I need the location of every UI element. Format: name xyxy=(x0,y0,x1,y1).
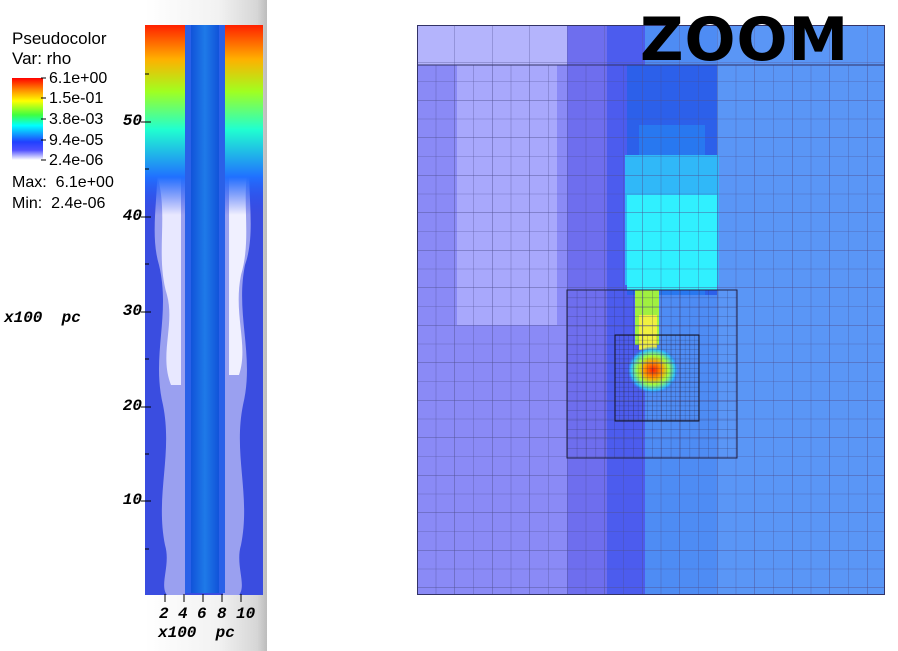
colorbar-tick-label: 9.4e-05 xyxy=(49,132,104,149)
colorbar-tick-label: 3.8e-03 xyxy=(49,111,104,128)
x-tick-label: 6 xyxy=(197,605,207,623)
colorbar-ticks xyxy=(41,77,46,161)
legend-max: Max: 6.1e+00 xyxy=(12,174,114,191)
y-axis-title: x100 pc xyxy=(4,309,81,327)
y-tick-label: 30 xyxy=(122,302,142,320)
y-axis-tick-marks xyxy=(141,73,151,550)
y-axis-ticks: 50 40 30 20 10 xyxy=(100,0,148,600)
x-tick-label: 4 xyxy=(178,605,188,623)
x-tick-label: 8 xyxy=(217,605,227,623)
x-tick-label: 10 xyxy=(236,605,256,623)
x-axis-title: x100 pc xyxy=(158,624,235,642)
x-tick-label: 2 xyxy=(159,605,169,623)
zoom-label: ZOOM xyxy=(640,5,850,75)
zoomed-amr-view xyxy=(417,25,885,595)
legend: Pseudocolor Var: rho 6.1e+00 1.5e-01 3.8… xyxy=(12,30,152,220)
legend-title: Pseudocolor xyxy=(12,29,107,48)
x-axis-ticks: 2 4 6 8 10 xyxy=(145,605,265,625)
y-tick-label: 20 xyxy=(122,397,142,415)
y-tick-label: 10 xyxy=(122,491,142,509)
density-plot-full xyxy=(145,25,263,595)
colorbar-tick-label: 6.1e+00 xyxy=(49,70,108,87)
x-axis-tick-marks xyxy=(164,594,242,602)
legend-min: Min: 2.4e-06 xyxy=(12,195,106,212)
legend-variable: Var: rho xyxy=(12,49,72,68)
colorbar xyxy=(12,78,43,160)
y-tick-label: 40 xyxy=(122,207,142,225)
y-tick-label: 50 xyxy=(122,112,142,130)
colorbar-tick-label: 1.5e-01 xyxy=(49,90,104,107)
colorbar-tick-label: 2.4e-06 xyxy=(49,152,104,169)
